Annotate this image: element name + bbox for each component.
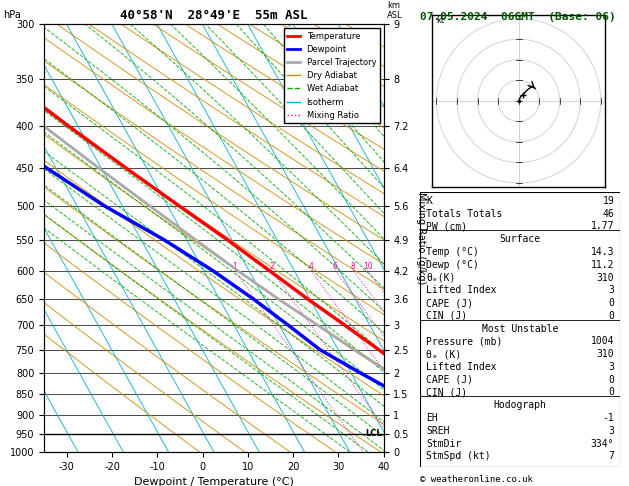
Text: θₑ (K): θₑ (K) bbox=[426, 349, 462, 359]
Text: hPa: hPa bbox=[3, 10, 21, 20]
Text: km
ASL: km ASL bbox=[387, 0, 403, 20]
Text: © weatheronline.co.uk: © weatheronline.co.uk bbox=[420, 474, 533, 484]
Text: StmSpd (kt): StmSpd (kt) bbox=[426, 451, 491, 461]
Text: Lifted Index: Lifted Index bbox=[426, 362, 497, 372]
Text: 3: 3 bbox=[608, 362, 614, 372]
Title: 40°58'N  28°49'E  55m ASL: 40°58'N 28°49'E 55m ASL bbox=[120, 9, 308, 22]
Text: 1004: 1004 bbox=[591, 336, 614, 347]
Text: LCL: LCL bbox=[365, 429, 382, 438]
Text: 334°: 334° bbox=[591, 438, 614, 449]
Text: 6: 6 bbox=[333, 261, 338, 271]
Text: 4: 4 bbox=[309, 261, 313, 271]
Text: 310: 310 bbox=[596, 273, 614, 282]
Text: StmDir: StmDir bbox=[426, 438, 462, 449]
Text: 07.05.2024  06GMT  (Base: 06): 07.05.2024 06GMT (Base: 06) bbox=[420, 12, 616, 22]
Legend: Temperature, Dewpoint, Parcel Trajectory, Dry Adiabat, Wet Adiabat, Isotherm, Mi: Temperature, Dewpoint, Parcel Trajectory… bbox=[284, 29, 379, 123]
Text: Totals Totals: Totals Totals bbox=[426, 208, 503, 219]
Text: 0: 0 bbox=[608, 298, 614, 308]
Text: K: K bbox=[426, 196, 432, 206]
X-axis label: Dewpoint / Temperature (°C): Dewpoint / Temperature (°C) bbox=[134, 477, 294, 486]
Text: PW (cm): PW (cm) bbox=[426, 222, 467, 231]
Text: 10: 10 bbox=[363, 261, 372, 271]
Text: Most Unstable: Most Unstable bbox=[482, 324, 559, 333]
Text: 8: 8 bbox=[351, 261, 356, 271]
Text: SREH: SREH bbox=[426, 426, 450, 436]
Text: 0: 0 bbox=[608, 387, 614, 398]
Text: CAPE (J): CAPE (J) bbox=[426, 375, 473, 385]
Text: Hodograph: Hodograph bbox=[494, 400, 547, 410]
Text: 3: 3 bbox=[608, 426, 614, 436]
Text: Surface: Surface bbox=[499, 234, 541, 244]
Text: 2: 2 bbox=[269, 261, 274, 271]
Text: 3: 3 bbox=[608, 285, 614, 295]
Text: CIN (J): CIN (J) bbox=[426, 387, 467, 398]
Text: CAPE (J): CAPE (J) bbox=[426, 298, 473, 308]
Text: 1: 1 bbox=[233, 261, 237, 271]
Text: 14.3: 14.3 bbox=[591, 247, 614, 257]
Text: CIN (J): CIN (J) bbox=[426, 311, 467, 321]
Text: Lifted Index: Lifted Index bbox=[426, 285, 497, 295]
Text: EH: EH bbox=[426, 413, 438, 423]
Text: 1.77: 1.77 bbox=[591, 222, 614, 231]
Text: θₑ(K): θₑ(K) bbox=[426, 273, 455, 282]
Text: 7: 7 bbox=[608, 451, 614, 461]
Text: 11.2: 11.2 bbox=[591, 260, 614, 270]
Text: 0: 0 bbox=[608, 375, 614, 385]
Text: 0: 0 bbox=[608, 311, 614, 321]
Text: 19: 19 bbox=[603, 196, 614, 206]
Text: Temp (°C): Temp (°C) bbox=[426, 247, 479, 257]
Text: kt: kt bbox=[437, 16, 445, 25]
Text: -1: -1 bbox=[603, 413, 614, 423]
Text: 310: 310 bbox=[596, 349, 614, 359]
Text: Dewp (°C): Dewp (°C) bbox=[426, 260, 479, 270]
Text: Pressure (mb): Pressure (mb) bbox=[426, 336, 503, 347]
Y-axis label: Mixing Ratio (g/kg): Mixing Ratio (g/kg) bbox=[416, 192, 426, 284]
Text: 46: 46 bbox=[603, 208, 614, 219]
